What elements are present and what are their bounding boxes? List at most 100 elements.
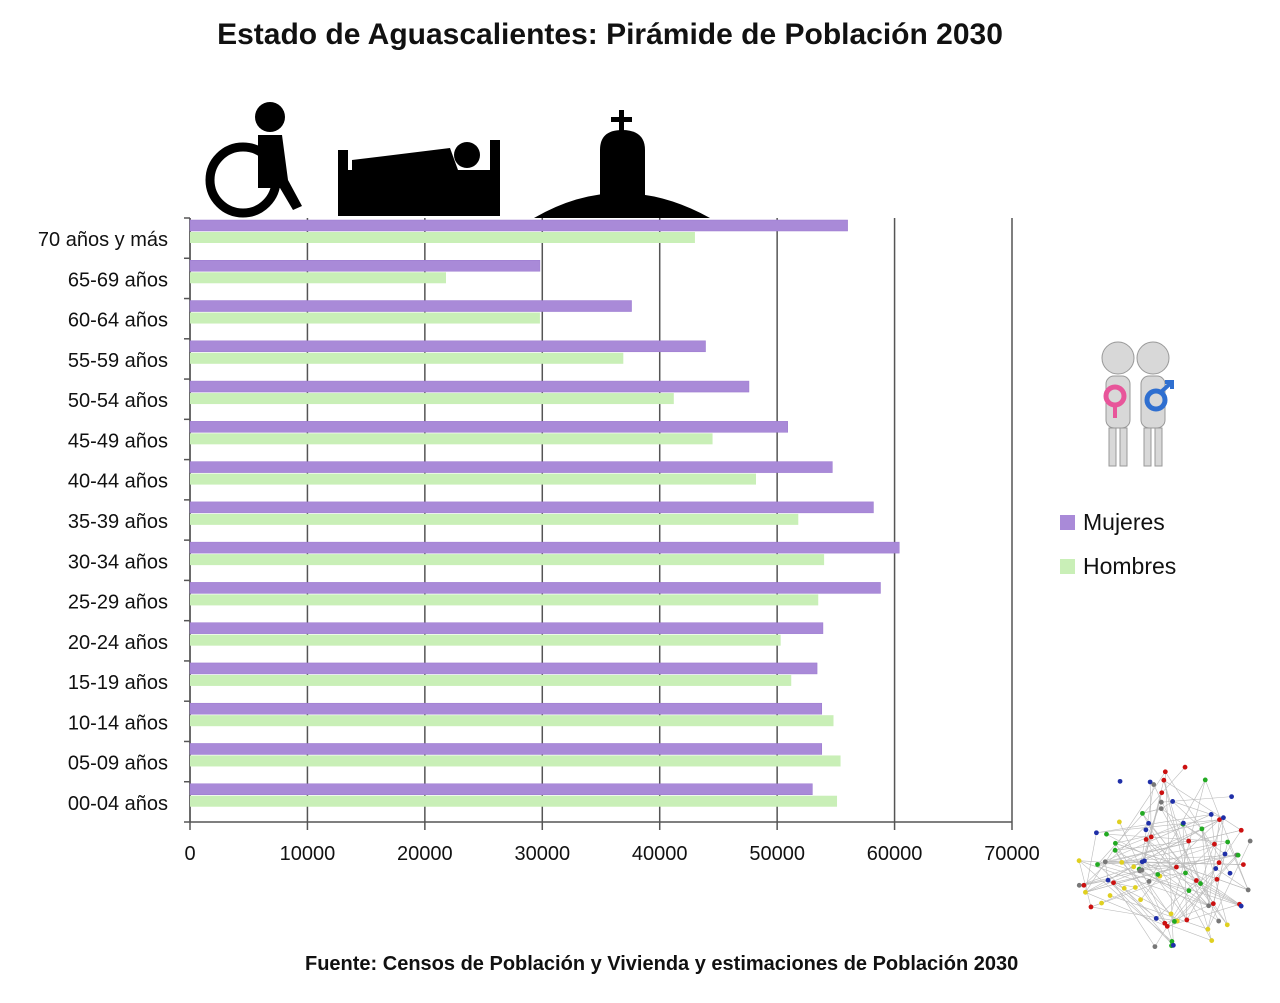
network-node [1193,878,1199,883]
network-edge [1210,814,1215,845]
network-edge [1172,801,1203,830]
network-edge [1121,862,1178,922]
x-tick-labels: 0 10000 20000 30000 40000 50000 60000 70000 [184,843,1039,865]
x-tick-label: 50000 [749,843,805,865]
network-node [1151,782,1157,787]
network-node [1205,926,1211,932]
network-node [1081,882,1087,888]
category-label: 35-39 años [68,511,168,533]
category-label: 40-44 años [68,471,168,493]
network-node [1083,889,1088,895]
network-edge [1096,814,1212,834]
network-node [1116,819,1122,825]
network-node [1240,862,1246,868]
network-edge [1164,922,1212,941]
network-node [1162,920,1168,926]
network-edge [1142,808,1162,814]
network-node [1112,840,1118,846]
network-node [1170,799,1176,804]
bar-hombres [190,513,799,525]
category-label: 15-19 años [68,672,168,694]
network-node [1155,872,1161,877]
network-node [1121,885,1127,891]
network-edge [1174,854,1238,922]
network-edge [1109,895,1208,930]
network-edge [1208,819,1220,906]
bar-mujeres [189,783,813,795]
network-edge [1145,839,1240,905]
network-node [1112,847,1118,853]
network-edge [1167,868,1216,927]
network-edge [1083,823,1149,886]
network-node [1238,903,1244,909]
network-node [1216,860,1222,866]
network-edge [1144,860,1209,906]
network-node [1131,864,1137,870]
network-node [1088,904,1094,910]
network-node [1224,922,1230,928]
x-tick-label: 40000 [632,843,688,865]
source-note: Fuente: Censos de Población y Vivienda y… [305,953,1019,975]
network-node [1212,841,1217,847]
network-edge [1113,882,1156,947]
legend-item-hombres: Hombres [1060,544,1176,588]
bar-mujeres [189,421,788,433]
category-labels: 70 años y más 65-69 años 60-64 años 55-59 a… [38,229,168,815]
x-tick-label: 10000 [280,843,336,865]
network-edge [1115,843,1168,927]
network-node [1146,879,1152,884]
network-node [1186,838,1192,844]
network-edge [1078,860,1209,907]
network-node [1102,859,1108,865]
bar-hombres [190,433,713,445]
network-node [1146,820,1151,826]
network-node [1159,790,1165,796]
network-node [1139,867,1145,873]
bar-hombres [190,312,540,324]
network-edge [1148,779,1206,882]
network-node [1168,911,1174,917]
network-edge [1142,813,1212,941]
network-node [1153,916,1159,921]
network-node [1217,817,1222,823]
network-node [1117,778,1123,784]
legend-swatch-hombres [1060,558,1075,574]
network-node [1119,859,1125,865]
x-tick-label: 70000 [984,843,1040,865]
network-node [1229,794,1234,800]
network-node [1169,939,1175,944]
network-node [1152,944,1158,950]
network-node [1173,864,1179,870]
network-edge [1083,879,1109,886]
network-node [1105,877,1111,883]
network-edge [1154,890,1190,947]
network-node [1209,938,1215,943]
network-node [1221,815,1226,821]
bar-mujeres [189,260,541,272]
bar-mujeres [189,622,824,634]
category-label: 30-34 años [68,551,168,573]
bar-mujeres [189,662,818,675]
bed-icon [338,140,500,216]
network-edge [1079,870,1140,886]
network-node [1216,918,1222,924]
network-edge [1201,828,1228,925]
tombstone-icon [534,110,710,218]
category-label: 25-29 años [68,592,168,614]
category-label: 00-04 años [68,793,168,815]
network-edge [1185,843,1215,874]
bars [189,219,900,807]
network-edge [1201,828,1217,869]
category-label: 10-14 años [68,712,168,734]
bar-hombres [190,634,781,646]
bar-mujeres [189,300,632,312]
bar-mujeres [189,340,706,353]
category-label: 45-49 años [68,430,168,452]
network-edge [1107,879,1172,915]
network-node [1148,834,1154,840]
network-edge [1170,779,1206,914]
network-node [1162,769,1168,775]
x-tick-label: 20000 [397,843,453,865]
x-tick-label: 30000 [514,843,570,865]
bar-hombres [190,554,825,566]
